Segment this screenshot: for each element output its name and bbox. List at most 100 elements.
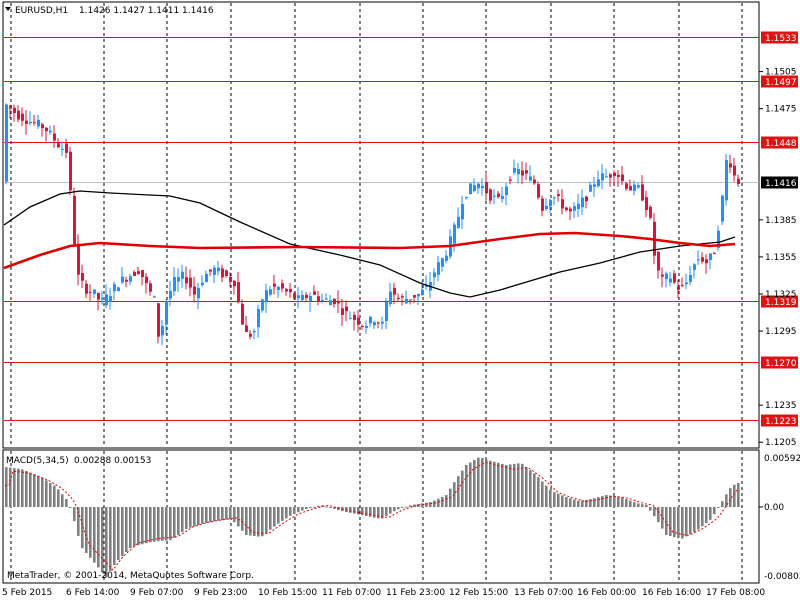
candle-body (293, 293, 296, 299)
macd-bar (593, 498, 596, 507)
symbol-label: EURUSD,H1 (15, 6, 68, 16)
macd-bar (721, 501, 724, 507)
candle-body (213, 267, 216, 275)
candle-body (189, 277, 192, 288)
candle-body (389, 291, 392, 305)
macd-bar (549, 489, 552, 507)
macd-bar (329, 507, 332, 508)
macd-bar (693, 507, 696, 533)
y-tick-label: 1.1295 (765, 327, 797, 337)
macd-bar (49, 483, 52, 507)
candle-body (409, 299, 412, 301)
candle-body (713, 253, 716, 255)
x-tick-label: 13 Feb 07:00 (514, 588, 573, 598)
macd-bar (205, 507, 208, 523)
candle-body (505, 186, 508, 196)
candle-body (301, 295, 304, 301)
macd-bar (501, 463, 504, 507)
macd-bar (581, 500, 584, 507)
macd-bar (325, 506, 328, 508)
macd-bar (553, 492, 556, 507)
candle-body (217, 267, 220, 272)
macd-signal-line (5, 462, 738, 571)
candle-body (177, 277, 180, 282)
macd-bar (617, 496, 620, 507)
candle-body (537, 184, 540, 198)
macd-bar (213, 507, 216, 522)
moving-averages (3, 190, 736, 298)
macd-bar (565, 497, 568, 507)
candle-body (417, 293, 420, 297)
x-tick-label: 12 Feb 15:00 (449, 588, 508, 598)
macd-bar (705, 507, 708, 523)
macd-bar (585, 499, 588, 507)
macd-bar (605, 495, 608, 507)
macd-bar (169, 507, 172, 541)
candle-body (373, 322, 376, 326)
macd-bar (141, 507, 144, 545)
x-tick-label: 16 Feb 00:00 (577, 588, 636, 598)
macd-bar (497, 462, 500, 507)
macd-bar (733, 484, 736, 507)
macd-bar (105, 507, 108, 577)
macd-bar (353, 507, 356, 514)
macd-bar (273, 507, 276, 527)
candle-body (661, 274, 664, 277)
candle-body (657, 251, 660, 271)
candle-body (89, 291, 92, 293)
macd-bar (633, 502, 636, 507)
level-label: 1.1319 (765, 298, 797, 308)
candle-body (581, 197, 584, 208)
macd-bar (445, 495, 448, 507)
macd-bar (21, 469, 24, 507)
current-price-bg (761, 176, 798, 189)
macd-bar (333, 507, 336, 509)
macd-bar (481, 458, 484, 507)
macd-bar (33, 474, 36, 507)
y-tick-label: 1.1325 (765, 290, 797, 300)
candle-body (229, 276, 232, 282)
candle-body (73, 195, 76, 245)
level-label-bg (761, 31, 798, 44)
candle-body (233, 280, 236, 287)
macd-bar (385, 507, 388, 516)
macd-bar (681, 507, 684, 539)
macd-bar (241, 507, 244, 531)
macd-bar (269, 507, 272, 530)
macd-bar (665, 507, 668, 535)
candle-body (53, 133, 56, 141)
macd-bar (573, 499, 576, 507)
candle-body (265, 290, 268, 303)
macd-bar (569, 498, 572, 507)
macd-bar (317, 505, 320, 507)
dropdown-triangle-icon[interactable] (5, 7, 11, 11)
candle-body (237, 282, 240, 303)
candle-body (205, 273, 208, 283)
macd-bar (53, 485, 56, 507)
macd-bar (469, 462, 472, 507)
candle-body (313, 291, 316, 295)
candle-body (425, 285, 428, 288)
macd-bar (129, 507, 132, 548)
candle-body (721, 195, 724, 222)
macd-bar (5, 467, 8, 507)
macd-bar (153, 507, 156, 542)
candle-body (105, 294, 108, 306)
candle-body (413, 295, 416, 298)
macd-bar (429, 502, 432, 507)
candle-body (565, 207, 568, 211)
macd-bar (525, 467, 528, 507)
candle-body (49, 130, 52, 133)
macd-axis-zero: 0.00 (764, 503, 784, 513)
candle-body (185, 277, 188, 284)
candle-body (485, 182, 488, 194)
macd-bar (453, 482, 456, 507)
macd-bar (377, 507, 380, 519)
macd-bar (249, 507, 252, 536)
candle-body (465, 196, 468, 198)
candle-body (29, 121, 32, 124)
macd-bar (381, 507, 384, 519)
y-tick-label: 1.1235 (765, 401, 797, 411)
